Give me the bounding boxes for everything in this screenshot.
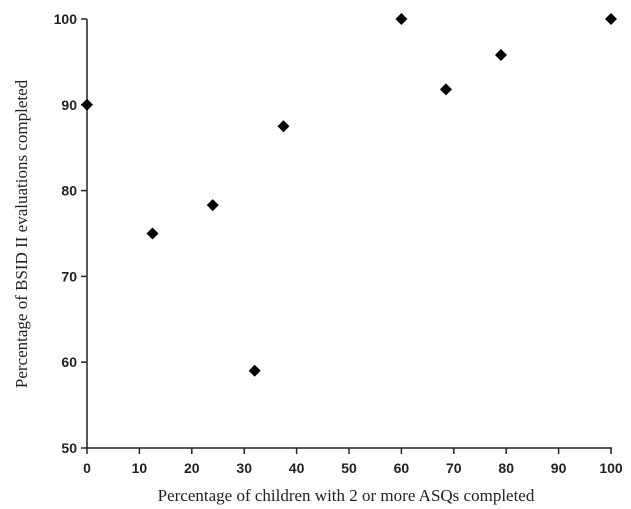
x-tick-label: 70 [446, 460, 462, 476]
x-tick-label: 60 [394, 460, 410, 476]
x-tick-label: 30 [236, 460, 252, 476]
data-point-2 [146, 227, 159, 240]
data-points [81, 13, 617, 377]
x-axis-title: Percentage of children with 2 or more AS… [158, 486, 535, 505]
y-axis-ticks: 50 60 70 80 90 100 [54, 11, 87, 456]
x-axis-ticks: 0 10 20 30 40 50 60 70 80 90 100 [83, 448, 623, 476]
x-tick-label: 40 [289, 460, 305, 476]
data-point-7 [439, 83, 452, 96]
data-point-8 [494, 49, 507, 62]
y-axis-title: Percentage of BSID II evaluations comple… [12, 79, 31, 388]
x-tick-label: 20 [184, 460, 200, 476]
data-point-6 [395, 13, 408, 25]
x-tick-label: 80 [498, 460, 514, 476]
data-point-3 [206, 199, 219, 212]
data-point-1 [81, 98, 93, 111]
x-tick-label: 0 [83, 460, 91, 476]
y-tick-label: 60 [61, 354, 77, 370]
x-tick-label: 90 [551, 460, 567, 476]
data-point-4 [248, 364, 261, 377]
data-point-9 [605, 13, 617, 25]
x-tick-label: 10 [132, 460, 148, 476]
y-tick-label: 70 [61, 268, 77, 284]
y-tick-label: 100 [54, 11, 78, 27]
x-tick-label: 50 [341, 460, 357, 476]
y-tick-label: 50 [61, 440, 77, 456]
x-tick-label: 100 [599, 460, 623, 476]
data-point-5 [277, 120, 290, 133]
y-tick-label: 90 [61, 97, 77, 113]
y-tick-label: 80 [61, 183, 77, 199]
